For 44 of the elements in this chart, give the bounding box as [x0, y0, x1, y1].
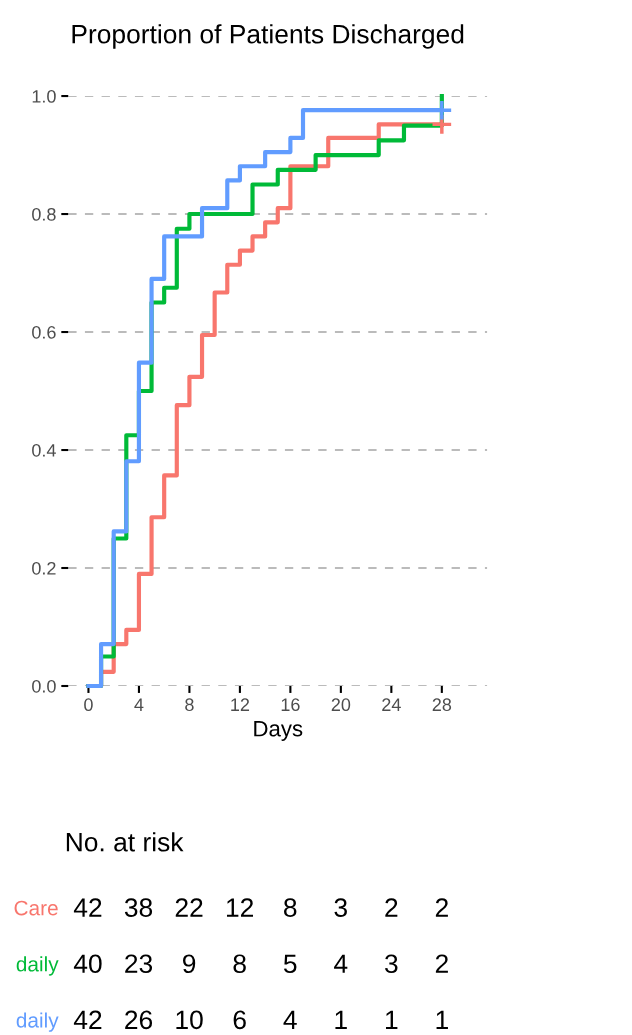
x-tick-label: 8: [185, 698, 194, 712]
data-label: 3: [334, 898, 347, 917]
y-tick-label: 0.6: [32, 325, 56, 339]
data-label: 9: [182, 954, 196, 974]
y-tick-label: Care: [14, 900, 58, 916]
x-tick-label: 20: [331, 698, 351, 712]
x-axis-title: Days: [254, 721, 303, 741]
x-tick-label: 4: [134, 698, 144, 711]
chart-title: No. at risk: [66, 832, 184, 852]
data-label: 42: [73, 898, 102, 917]
data-label: 26: [125, 1010, 153, 1030]
chart-title: Proportion of Patients Discharged: [72, 24, 464, 49]
data-label: 8: [284, 898, 297, 917]
data-label: 2: [385, 898, 398, 917]
data-label: 2: [435, 898, 448, 917]
data-label: 1: [335, 1010, 347, 1029]
data-label: 4: [334, 954, 348, 973]
y-tick-label: daily: [16, 956, 59, 976]
x-tick-label: 12: [231, 698, 250, 711]
data-label: 8: [233, 954, 246, 974]
y-tick-label: daily: [16, 1012, 59, 1032]
data-label: 6: [233, 1010, 246, 1030]
data-label: 5: [283, 954, 297, 974]
data-label: 22: [175, 898, 203, 917]
data-label: 1: [386, 1010, 398, 1029]
data-label: 23: [125, 954, 153, 974]
data-label: 12: [226, 898, 254, 917]
data-label: 4: [283, 1010, 297, 1029]
y-tick-label: 0.4: [32, 443, 56, 457]
y-tick-label: 0.2: [32, 561, 56, 575]
data-label: 1: [436, 1010, 448, 1029]
y-tick-label: 1.0: [32, 89, 56, 103]
data-label: 3: [385, 954, 398, 974]
y-tick-label: 0.8: [32, 207, 56, 221]
data-label: 2: [435, 954, 448, 973]
x-tick-label: 24: [382, 698, 401, 711]
data-label: 42: [73, 1010, 102, 1029]
x-tick-label: 0: [84, 698, 93, 712]
data-label: 38: [124, 898, 153, 917]
data-label: 10: [176, 1010, 203, 1030]
x-tick-label: 28: [432, 698, 452, 712]
y-tick-label: 0.0: [32, 679, 56, 693]
data-label: 40: [73, 954, 102, 974]
x-tick-label: 16: [281, 698, 300, 712]
